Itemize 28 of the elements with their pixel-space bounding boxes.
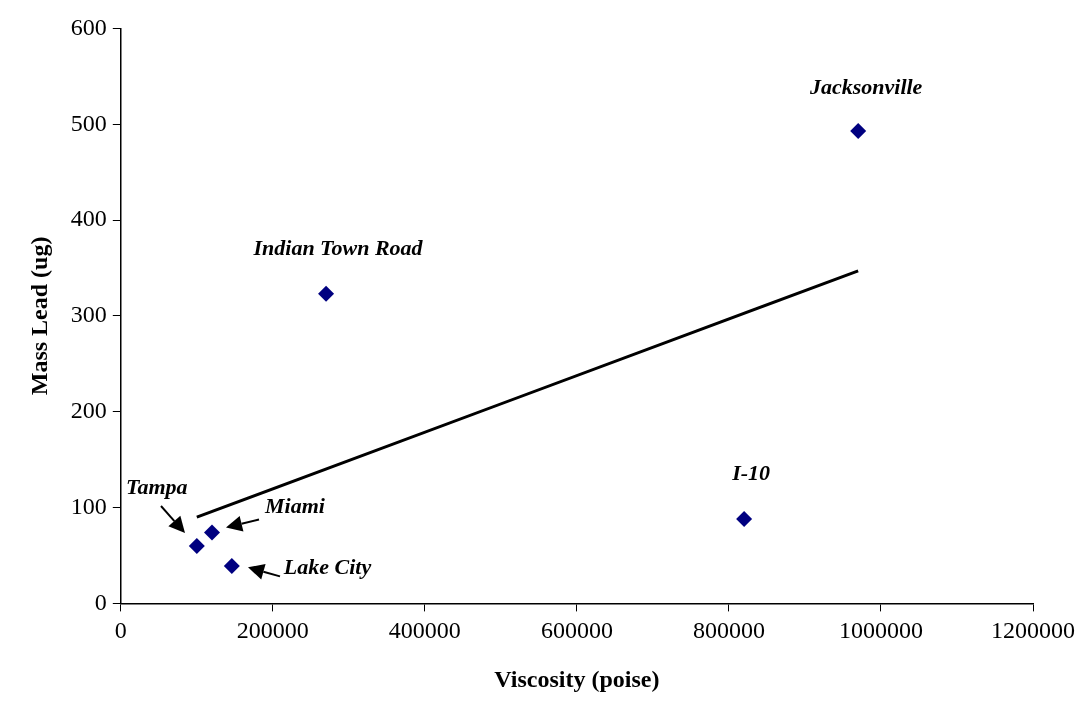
y-axis-title: Mass Lead (ug) xyxy=(25,236,52,396)
y-tick-label: 200 xyxy=(70,397,107,424)
x-tick-label: 200000 xyxy=(236,617,309,644)
x-tick-label: 0 xyxy=(114,617,127,644)
x-tick-label: 1000000 xyxy=(838,617,923,644)
y-tick-label: 100 xyxy=(70,492,107,519)
annotation: Lake City xyxy=(282,553,372,579)
y-tick-label: 0 xyxy=(94,588,107,615)
y-tick-label: 500 xyxy=(70,109,107,136)
annotation: Miami xyxy=(264,493,326,519)
annotation: I-10 xyxy=(731,459,771,485)
point xyxy=(318,285,335,302)
x-tick-label: 600000 xyxy=(540,617,613,644)
point xyxy=(188,537,205,554)
point xyxy=(850,122,867,139)
annotation: Jacksonville xyxy=(808,73,923,99)
annotation: Tampa xyxy=(126,473,188,499)
x-tick-label: 400000 xyxy=(388,617,461,644)
y-tick-label: 600 xyxy=(70,13,107,40)
x-tick-label: 1200000 xyxy=(991,617,1075,644)
x-tick-label: 800000 xyxy=(692,617,765,644)
y-tick-label: 400 xyxy=(70,205,107,232)
annotation: Indian Town Road xyxy=(252,234,424,260)
point xyxy=(204,524,221,541)
point xyxy=(223,558,240,575)
point xyxy=(736,511,753,528)
y-tick-label: 300 xyxy=(70,301,107,328)
x-axis-title: Viscosity (poise) xyxy=(494,665,660,692)
